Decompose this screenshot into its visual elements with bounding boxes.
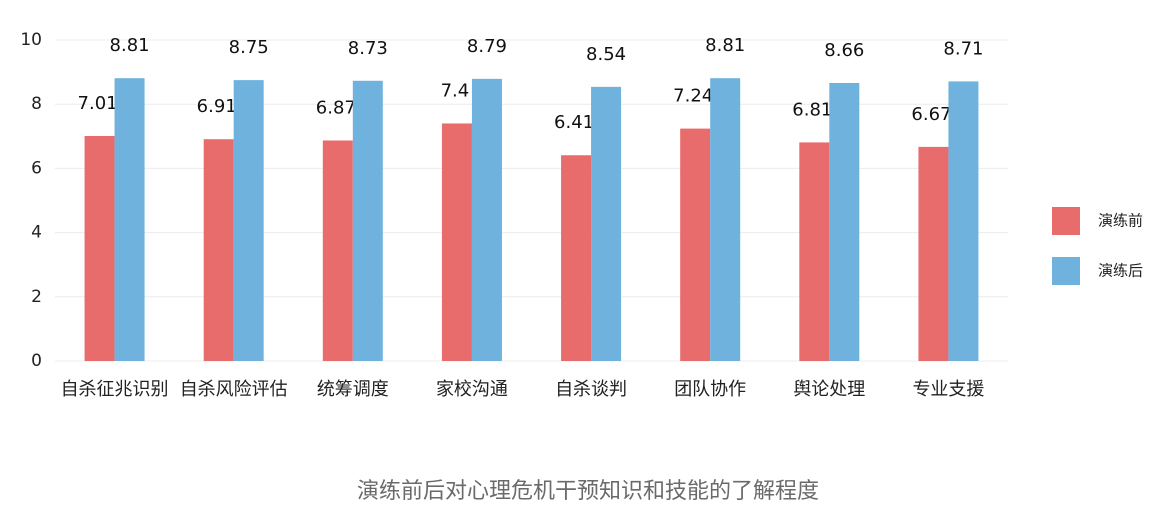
value-label: 6.91 xyxy=(197,96,237,117)
value-label: 8.73 xyxy=(348,38,388,59)
x-tick-label: 自杀风险评估 xyxy=(180,379,288,400)
value-label: 6.81 xyxy=(792,99,832,120)
value-label: 6.87 xyxy=(316,97,356,118)
value-label: 6.67 xyxy=(911,104,951,125)
legend-label: 演练前 xyxy=(1098,212,1143,230)
bar xyxy=(799,142,830,361)
y-tick-label: 8 xyxy=(31,94,42,114)
y-tick-label: 0 xyxy=(31,351,42,371)
bar xyxy=(561,155,592,361)
value-label: 7.01 xyxy=(78,93,118,114)
chart-title: 演练前后对心理危机干预知识和技能的了解程度 xyxy=(357,479,819,504)
y-tick-label: 10 xyxy=(20,30,42,50)
bar xyxy=(233,80,264,361)
value-label: 8.81 xyxy=(110,35,150,56)
bar xyxy=(322,140,353,361)
value-label: 8.54 xyxy=(586,44,626,65)
bar xyxy=(114,78,145,361)
value-label: 8.71 xyxy=(943,38,983,59)
x-tick-label: 舆论处理 xyxy=(793,379,865,400)
y-tick-label: 2 xyxy=(31,287,42,307)
x-tick-label: 家校沟通 xyxy=(436,379,508,400)
bar xyxy=(471,78,502,361)
x-tick-label: 自杀征兆识别 xyxy=(61,379,169,400)
x-tick-label: 专业支援 xyxy=(912,379,984,400)
value-label: 8.79 xyxy=(467,36,507,57)
value-label: 7.4 xyxy=(441,80,470,101)
value-label: 6.41 xyxy=(554,112,594,133)
value-label: 7.24 xyxy=(673,86,713,107)
bar xyxy=(441,123,472,362)
y-tick-label: 6 xyxy=(31,158,42,178)
bar xyxy=(829,83,860,361)
legend-label: 演练后 xyxy=(1098,262,1143,280)
bar xyxy=(203,139,234,361)
bar xyxy=(84,135,115,361)
bar xyxy=(591,86,622,361)
y-tick-label: 4 xyxy=(31,223,42,243)
value-label: 8.75 xyxy=(229,37,269,58)
bar xyxy=(680,128,711,361)
x-tick-label: 统筹调度 xyxy=(317,379,389,400)
x-tick-label: 自杀谈判 xyxy=(555,379,627,400)
bar xyxy=(352,80,383,361)
value-label: 8.81 xyxy=(705,35,745,56)
legend-swatch xyxy=(1052,207,1080,235)
bar xyxy=(918,146,949,361)
bar xyxy=(948,81,979,361)
bar xyxy=(710,78,741,361)
x-tick-label: 团队协作 xyxy=(674,379,746,400)
value-label: 8.66 xyxy=(824,40,864,61)
legend-swatch xyxy=(1052,257,1080,285)
